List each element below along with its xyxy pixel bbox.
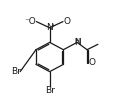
Text: N: N [74, 38, 80, 47]
Text: H: H [74, 38, 80, 44]
Text: O: O [89, 58, 96, 67]
Text: N: N [46, 23, 53, 32]
Text: O: O [64, 17, 71, 26]
Text: ⁻O: ⁻O [24, 17, 36, 26]
Text: Br: Br [45, 86, 55, 95]
Text: +: + [51, 23, 56, 28]
Text: Br: Br [11, 67, 21, 76]
